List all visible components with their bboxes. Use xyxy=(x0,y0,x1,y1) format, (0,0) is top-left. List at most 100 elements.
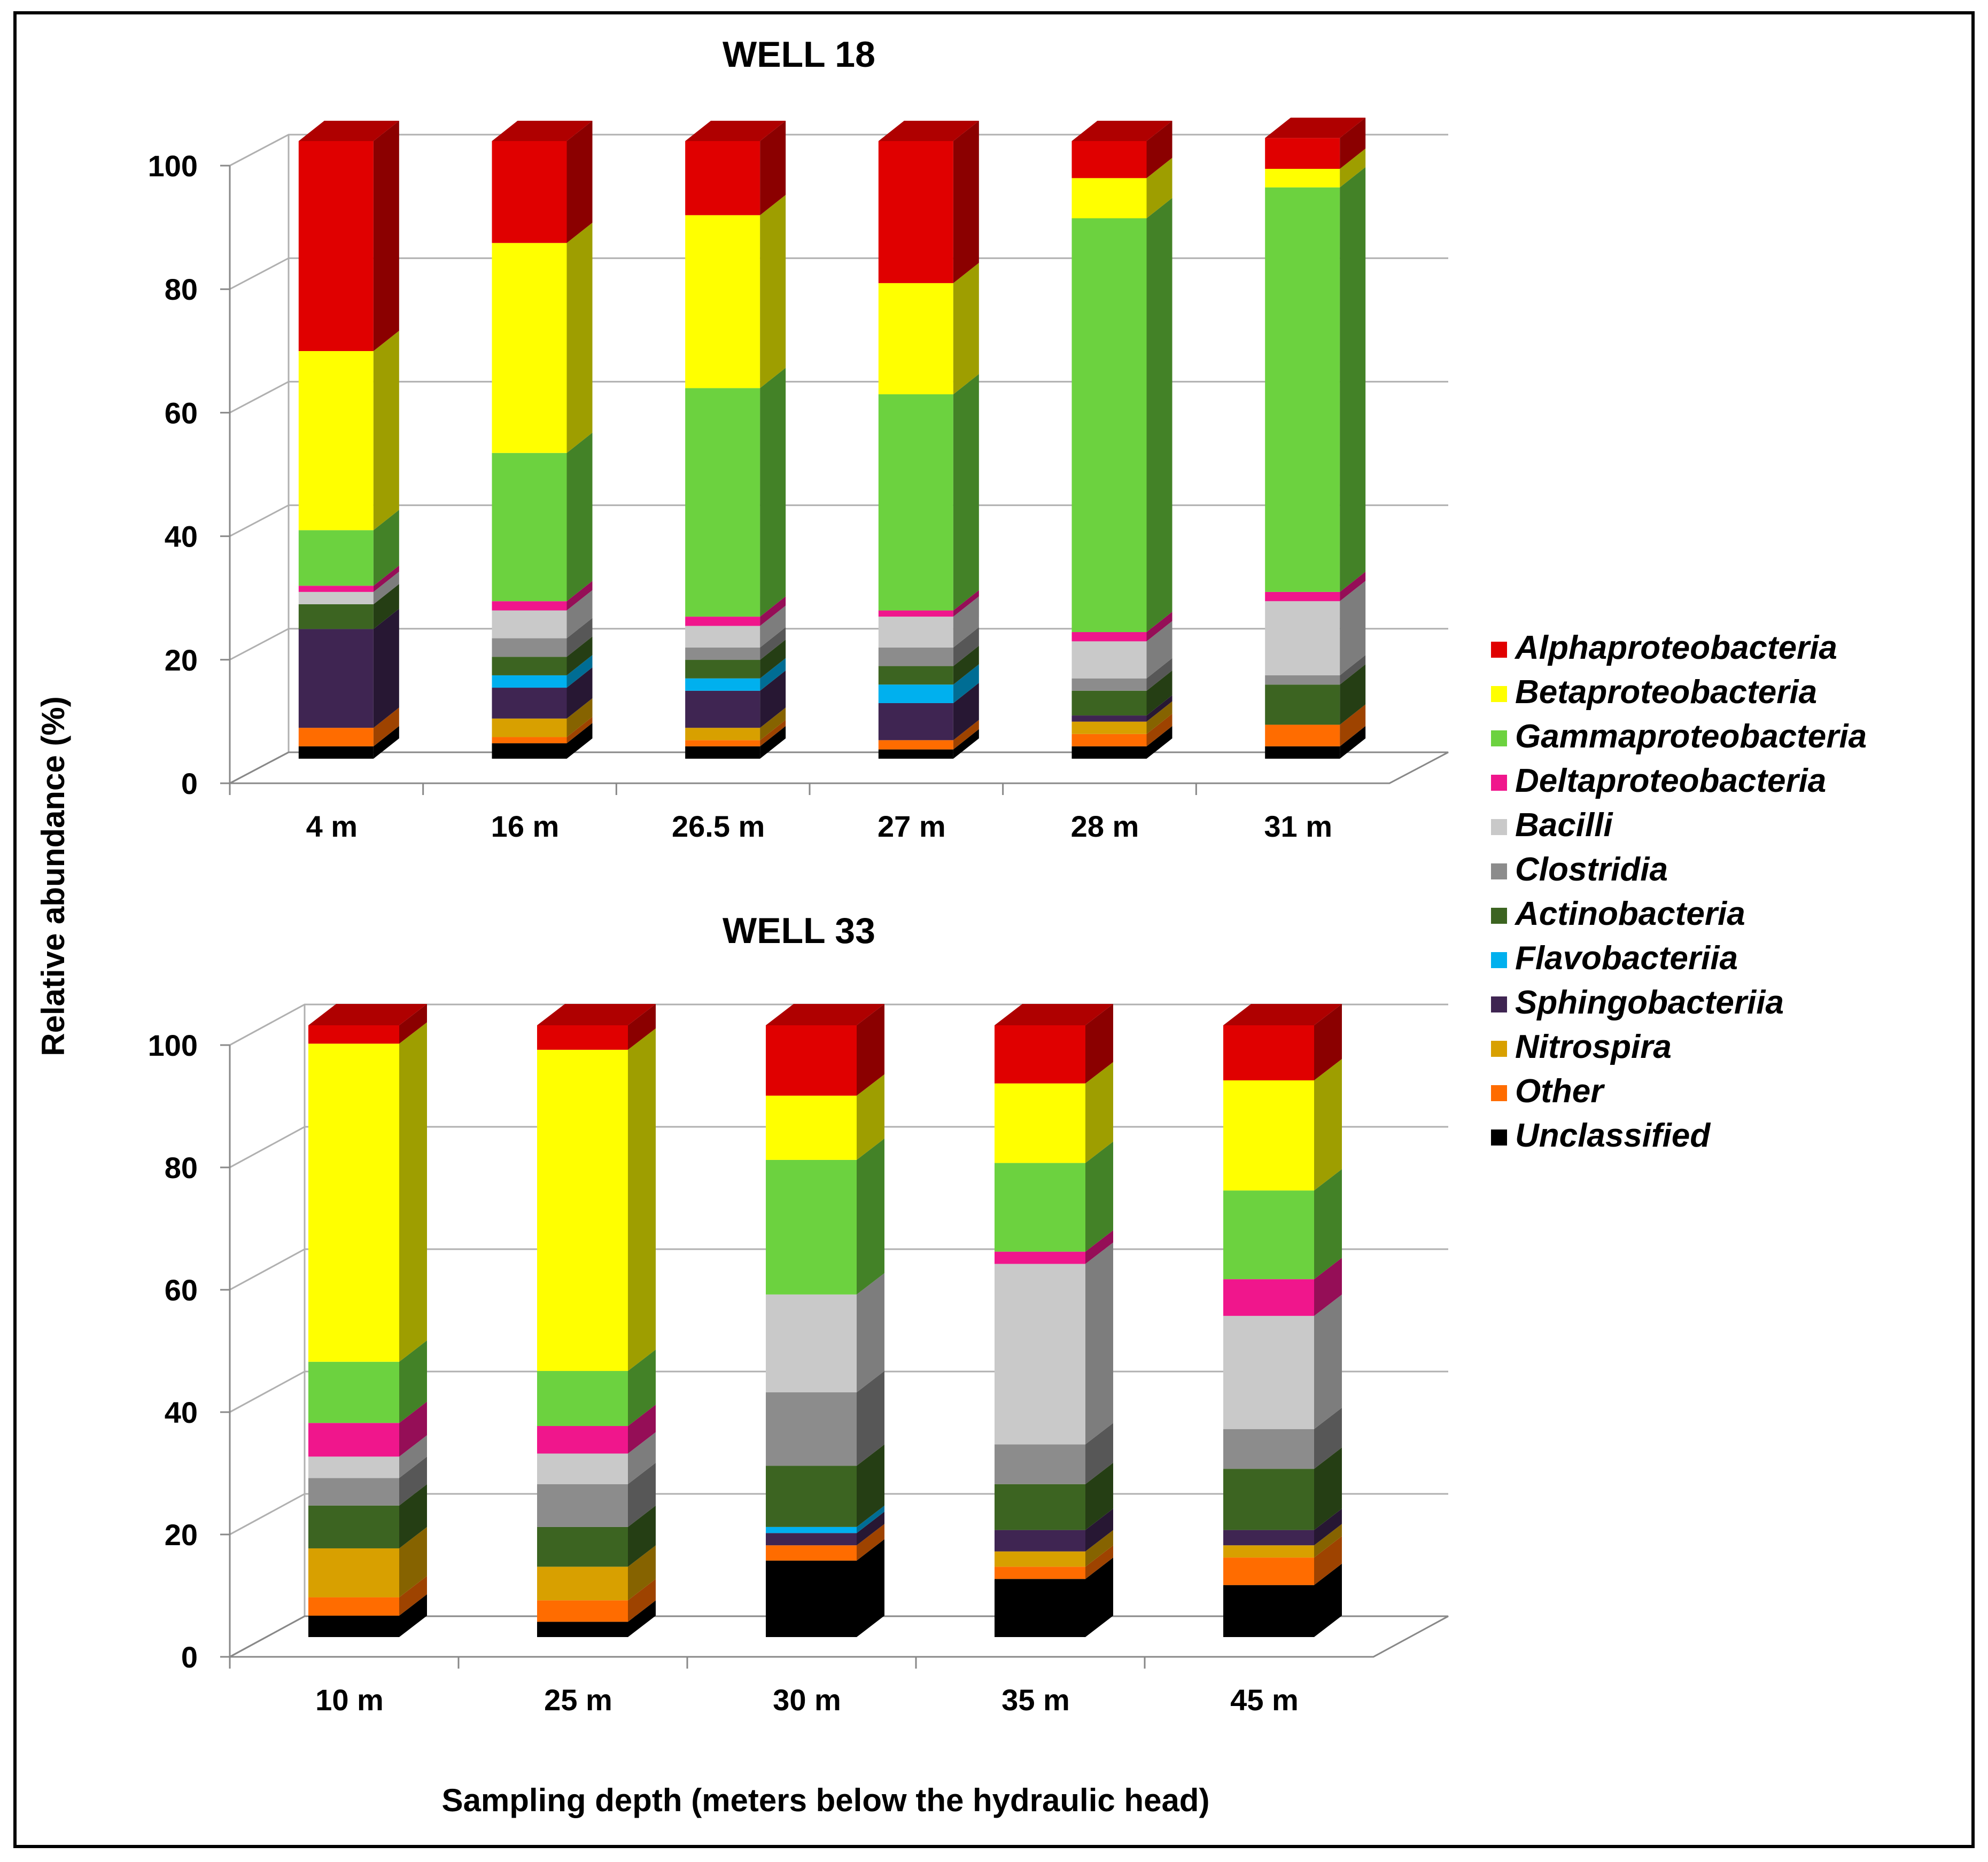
chart-title: WELL 18 xyxy=(723,34,875,75)
bar-front-face xyxy=(1223,1557,1314,1585)
bar-segment-clostridia-10-m xyxy=(308,1456,427,1506)
bar-top-face xyxy=(298,121,399,141)
bar-side-face xyxy=(1146,621,1172,679)
bar-front-face xyxy=(298,746,374,759)
bar-segment-actinobacteria-30-m xyxy=(766,1444,884,1527)
bar-segment-betaproteobacteria-16-m xyxy=(492,222,593,453)
bar-segment-betaproteobacteria-35-m xyxy=(995,1062,1113,1163)
bar-front-face xyxy=(1265,724,1340,746)
bar-side-face xyxy=(399,1004,427,1044)
bar-side-face xyxy=(1314,1536,1342,1585)
bar-side-face xyxy=(1085,1508,1113,1552)
bar-side-face xyxy=(566,667,593,719)
bar-front-face xyxy=(878,610,953,617)
bar-segment-gammaproteobacteria-27-m xyxy=(878,373,979,611)
bar-side-face xyxy=(760,605,786,648)
bar-front-face xyxy=(537,1049,628,1371)
bar-side-face xyxy=(1085,1242,1113,1445)
bar-front-face xyxy=(766,1560,857,1637)
bar-segment-unclassified-26-5-m xyxy=(685,726,786,759)
bar-front-face xyxy=(537,1484,628,1527)
bar-segment-actinobacteria-4-m xyxy=(298,584,399,629)
bar-side-face xyxy=(953,121,979,283)
bar-side-face xyxy=(1314,1524,1342,1558)
bar-front-face xyxy=(1071,178,1147,219)
bar-segment-betaproteobacteria-45-m xyxy=(1223,1059,1342,1191)
bar-side-face xyxy=(953,590,979,617)
bar-top-face xyxy=(1223,1004,1342,1025)
bar-side-face xyxy=(399,1401,427,1457)
chart-floor xyxy=(229,1615,1449,1658)
bar-front-face xyxy=(308,1478,399,1506)
bar-side-face xyxy=(953,720,979,750)
bar-segment-sphingobacteriia-27-m xyxy=(878,682,979,741)
bar-segment-bacilli-28-m xyxy=(1071,621,1172,679)
bar-front-face xyxy=(1265,675,1340,685)
bar-front-face xyxy=(298,351,374,531)
y-tick-label: 20 xyxy=(165,1518,198,1552)
bar-segment-bacilli-16-m xyxy=(492,590,593,638)
bar-side-face xyxy=(1146,713,1172,746)
bar-top-face xyxy=(537,1004,656,1025)
bar-side-face xyxy=(1340,118,1366,169)
bar-front-face xyxy=(537,1622,628,1637)
legend-item-actinobacteria: Actinobacteria xyxy=(1491,895,1745,932)
legend-swatch xyxy=(1491,996,1507,1012)
bar-side-face xyxy=(1340,571,1366,602)
bar-front-face xyxy=(1223,1429,1314,1469)
bar-28-m xyxy=(1071,121,1172,759)
bar-segment-betaproteobacteria-30-m xyxy=(766,1074,884,1160)
legend-label: Actinobacteria xyxy=(1514,895,1745,932)
bar-side-face xyxy=(566,716,593,744)
bar-front-face xyxy=(995,1530,1085,1552)
y-tick-label: 40 xyxy=(165,1396,198,1429)
bar-front-face xyxy=(1223,1279,1314,1316)
bar-segment-unclassified-27-m xyxy=(878,729,979,759)
bar-side-face xyxy=(760,726,786,759)
bar-segment-gammaproteobacteria-35-m xyxy=(995,1141,1113,1252)
legend-item-alphaproteobacteria: Alphaproteobacteria xyxy=(1491,629,1837,666)
bar-segment-betaproteobacteria-28-m xyxy=(1071,158,1172,219)
bar-front-face xyxy=(1071,141,1147,178)
bar-front-face xyxy=(492,675,567,688)
bar-side-face xyxy=(953,373,979,611)
bar-front-face xyxy=(995,1484,1085,1530)
bar-segment-gammaproteobacteria-31-m xyxy=(1265,167,1366,592)
bar-segment-unclassified-4-m xyxy=(298,726,399,759)
bar-segment-deltaproteobacteria-35-m xyxy=(995,1230,1113,1264)
bar-segment-betaproteobacteria-31-m xyxy=(1265,149,1366,188)
bar-segment-bacilli-30-m xyxy=(766,1273,884,1392)
bar-segment-actinobacteria-16-m xyxy=(492,636,593,675)
bar-segment-nitrospira-10-m xyxy=(308,1526,427,1598)
bar-segment-sphingobacteriia-4-m xyxy=(298,609,399,728)
bar-front-face xyxy=(1071,218,1147,633)
bar-27-m xyxy=(878,121,979,759)
bar-front-face xyxy=(685,626,760,648)
bar-segment-flavobacteriia-16-m xyxy=(492,655,593,688)
bar-front-face xyxy=(1223,1025,1314,1081)
bar-segment-bacilli-4-m xyxy=(298,571,399,604)
bar-side-face xyxy=(1085,1557,1113,1637)
bar-front-face xyxy=(685,647,760,660)
bar-side-face xyxy=(1340,167,1366,592)
bar-segment-sphingobacteriia-35-m xyxy=(995,1508,1113,1552)
bar-front-face xyxy=(298,604,374,629)
bar-front-face xyxy=(1265,684,1340,725)
bar-segment-bacilli-10-m xyxy=(308,1435,427,1478)
bar-front-face xyxy=(995,1025,1085,1084)
bar-segment-sphingobacteriia-16-m xyxy=(492,667,593,719)
bar-35-m xyxy=(995,1004,1113,1637)
bar-front-face xyxy=(1223,1080,1314,1191)
bar-side-face xyxy=(628,1432,656,1484)
legend-item-nitrospira: Nitrospira xyxy=(1491,1029,1672,1065)
chart-panel-well-33: WELL 33 0 20 40 60 80 100 10 m 25 m 30 m 35 m 45 m xyxy=(148,910,1449,1717)
bar-front-face xyxy=(1223,1190,1314,1280)
bar-segment-deltaproteobacteria-31-m xyxy=(1265,571,1366,602)
x-tick-label-31-m: 31 m xyxy=(1264,809,1332,843)
bar-front-face xyxy=(1223,1545,1314,1558)
bar-segment-bacilli-26-5-m xyxy=(685,605,786,648)
bar-45-m xyxy=(1223,1004,1342,1637)
bar-segment-nitrospira-35-m xyxy=(995,1530,1113,1567)
legend-swatch xyxy=(1491,863,1507,879)
bar-front-face xyxy=(537,1526,628,1567)
